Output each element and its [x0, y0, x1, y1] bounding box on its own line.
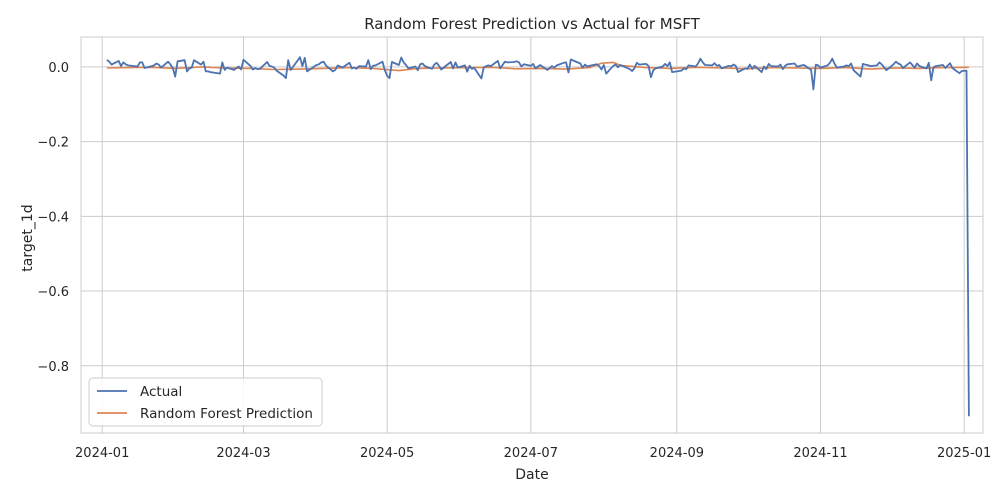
y-tick-label: 0.0	[48, 61, 69, 76]
y-tick-label: −0.4	[37, 210, 69, 225]
legend-box	[88, 377, 323, 427]
chart-title: Random Forest Prediction vs Actual for M…	[364, 15, 700, 33]
x-tick-label: 2024-03	[216, 446, 270, 461]
x-tick-labels: 2024-01 2024-03 2024-05 2024-07 2024-09 2024-…	[75, 446, 991, 461]
y-tick-label: −0.2	[37, 136, 69, 151]
series-line-actual	[106, 56, 970, 417]
legend: Actual Random Forest Prediction	[88, 377, 323, 427]
y-tick-labels: 0.0 −0.2 −0.4 −0.6 −0.8	[37, 61, 69, 375]
y-axis-title: target_1d	[20, 204, 36, 271]
y-tick-label: −0.8	[37, 360, 69, 375]
x-tick-label: 2024-11	[793, 446, 847, 461]
legend-label: Random Forest Prediction	[140, 406, 313, 422]
series-lines	[106, 56, 970, 417]
x-tick-label: 2025-01	[937, 446, 991, 461]
plot-area	[80, 36, 984, 434]
grid-lines	[81, 37, 983, 433]
x-tick-label: 2024-07	[504, 446, 558, 461]
x-tick-label: 2024-09	[650, 446, 704, 461]
x-axis-title: Date	[515, 467, 548, 483]
y-tick-label: −0.6	[37, 285, 69, 300]
x-tick-label: 2024-05	[360, 446, 414, 461]
x-tick-label: 2024-01	[75, 446, 129, 461]
legend-label: Actual	[140, 384, 182, 400]
